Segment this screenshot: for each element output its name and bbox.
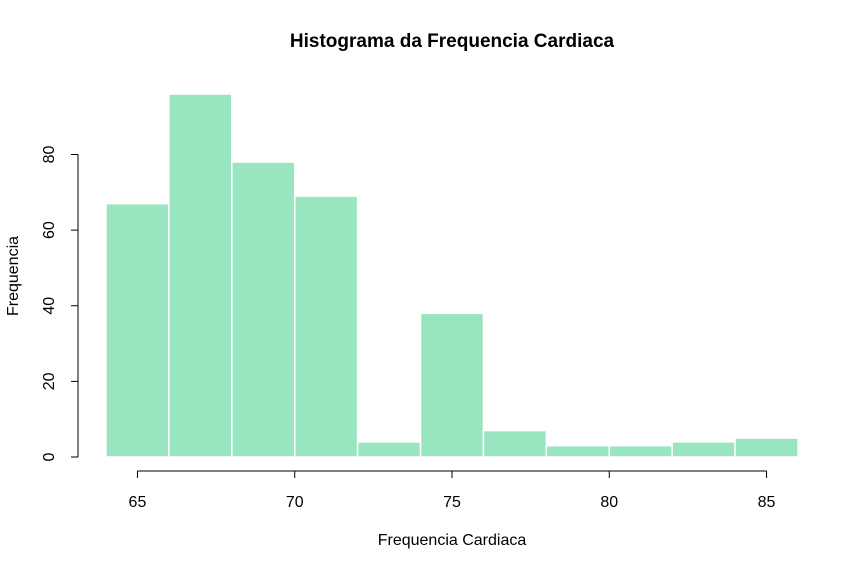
histogram-bar-0 <box>105 202 170 458</box>
y-tick-label-0: 0 <box>41 452 58 461</box>
x-axis-label: Frequencia Cardiaca <box>378 532 527 549</box>
histogram-bar-10 <box>734 437 799 458</box>
y-tick-label-80: 80 <box>41 146 58 164</box>
y-tick-label-60: 60 <box>41 221 58 239</box>
histogram-bar-6 <box>482 429 548 458</box>
histogram-bar-1 <box>168 93 233 458</box>
histogram-bar-4 <box>356 441 422 458</box>
histogram-bar-9 <box>671 441 736 458</box>
x-axis: 65 70 75 80 85 <box>129 470 776 511</box>
x-tick-label-75: 75 <box>443 494 461 511</box>
x-tick-label-80: 80 <box>600 494 618 511</box>
histogram-bar-2 <box>231 161 296 458</box>
y-tick-label-20: 20 <box>41 372 58 390</box>
x-tick-label-70: 70 <box>286 494 304 511</box>
bars-group <box>105 93 799 458</box>
chart-title: Histograma da Frequencia Cardiaca <box>290 31 615 52</box>
histogram-bar-7 <box>545 444 611 458</box>
y-tick-label-40: 40 <box>41 297 58 315</box>
histogram-bar-5 <box>419 312 485 458</box>
histogram-bar-3 <box>293 195 359 458</box>
y-axis-label: Frequencia <box>5 236 22 316</box>
y-axis: 0 20 40 60 80 <box>41 146 79 461</box>
histogram-bar-8 <box>608 444 673 458</box>
x-tick-label-65: 65 <box>129 494 147 511</box>
x-tick-label-85: 85 <box>758 494 776 511</box>
